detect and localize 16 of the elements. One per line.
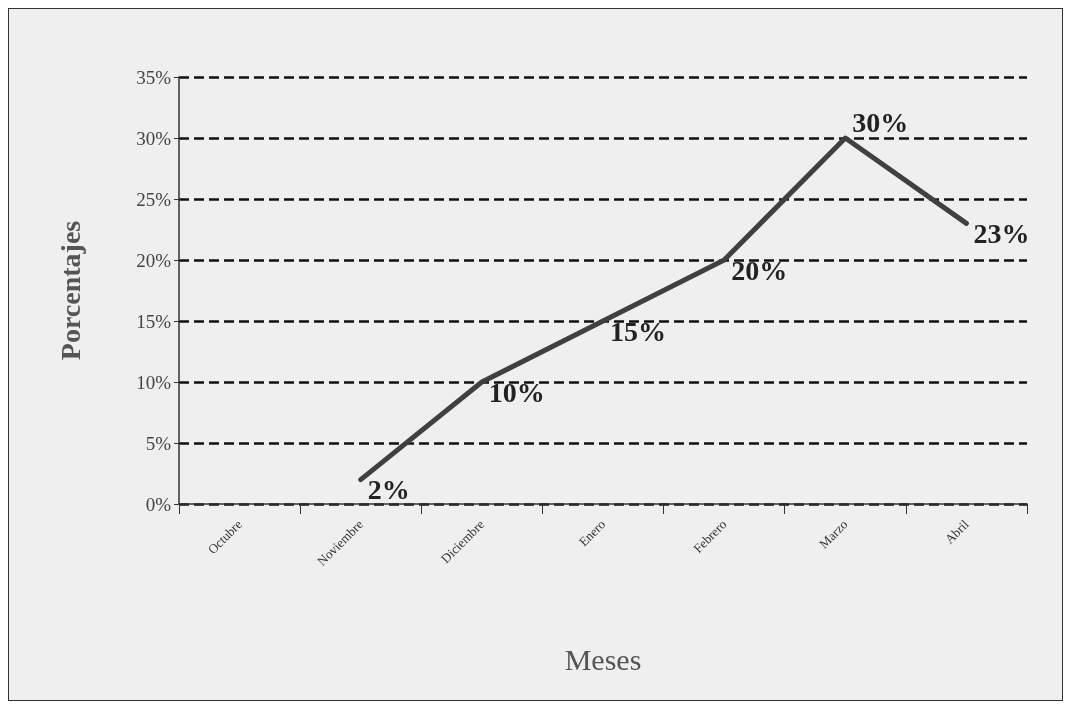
y-tick-label: 35% — [136, 66, 172, 88]
y-tick-label: 10% — [136, 371, 172, 393]
y-tick-label: 20% — [136, 249, 172, 271]
data-label: 10% — [488, 376, 545, 408]
y-tick-label: 15% — [136, 310, 172, 332]
x-axis-title: Meses — [564, 642, 642, 676]
data-label: 23% — [973, 217, 1030, 249]
y-axis-title: Porcentajes — [54, 220, 86, 361]
data-label: 15% — [610, 315, 666, 347]
data-label: 2% — [367, 474, 410, 506]
data-label: 20% — [731, 254, 788, 286]
y-tick-label: 25% — [136, 188, 172, 210]
data-label: 30% — [852, 106, 909, 138]
y-tick-label: 30% — [136, 127, 172, 149]
y-tick-label: 5% — [145, 432, 172, 454]
y-tick-label: 0% — [145, 493, 172, 515]
